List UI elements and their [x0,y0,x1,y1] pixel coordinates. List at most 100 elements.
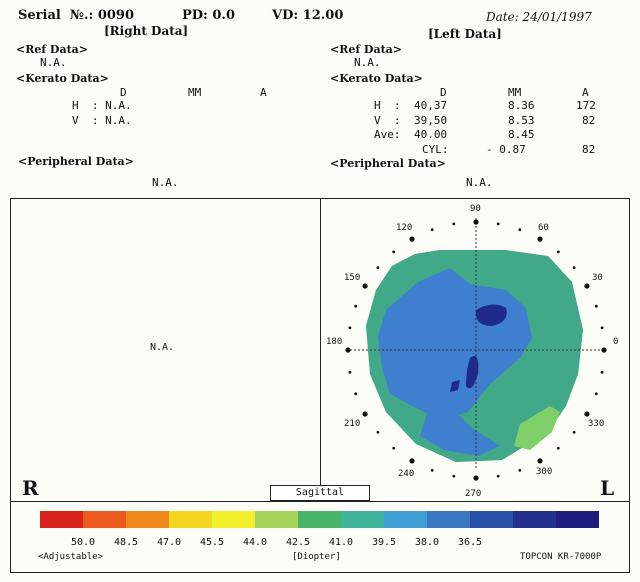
color-scale-panel [10,501,630,573]
angle-dot [584,411,590,417]
color-scale-label: 48.5 [113,537,139,548]
angle-dot [572,430,576,434]
cornea-map-fill [366,250,583,462]
device-label: TOPCON KR-7000P [520,552,602,562]
panel-divider [320,198,321,502]
color-scale-segment [341,511,384,528]
angle-dot [409,458,415,464]
angle-label: 90 [470,204,481,214]
right-kerato-label: <Kerato Data> [16,72,109,85]
color-scale-label: 50.0 [70,537,96,548]
adjustable-label: <Adjustable> [38,552,104,562]
angle-dot [362,283,368,289]
angle-dot [452,222,456,226]
angle-dot [600,370,604,374]
angle-dot [430,468,434,472]
left-peripheral-label: <Peripheral Data> [330,157,446,170]
color-scale-segment [169,511,212,528]
color-scale-segment [298,511,341,528]
angle-dot [518,228,522,232]
angle-label: 330 [588,419,604,429]
angle-dot [362,411,368,417]
angle-dot [354,304,358,308]
angle-label: 210 [344,419,360,429]
pd-value: PD: 0.0 [182,8,235,23]
angle-label: 30 [592,273,603,283]
color-scale-label: 41.0 [328,537,354,548]
angle-dot [572,266,576,270]
angle-dot [348,326,352,330]
angle-dot [496,222,500,226]
angle-label: 0 [613,337,618,347]
angle-dot [348,370,352,374]
angle-dot [537,236,543,242]
left-row-a: 82 [582,114,596,127]
angle-dot [496,474,500,478]
right-peripheral-label: <Peripheral Data> [18,155,134,168]
left-ref-label: <Ref Data> [330,43,403,56]
left-row-d: 39,50 [414,114,448,127]
angle-dot [452,474,456,478]
left-data-title: [Left Data] [428,27,502,41]
angle-dot [537,458,543,464]
angle-dot [430,228,434,232]
angle-dot [556,446,560,450]
angle-dot [584,283,590,289]
right-h-row: H : N.A. [72,99,132,112]
angle-label: 300 [536,467,552,477]
color-scale-label: 38.0 [414,537,440,548]
left-row-d: 40.00 [414,128,448,141]
angle-dot [594,304,598,308]
color-scale-segment [470,511,513,528]
right-col-a: A [260,86,267,99]
left-row-label: Ave: [374,128,401,141]
color-scale-segment [513,511,556,528]
angle-dot [473,475,479,481]
right-ref-value: N.A. [40,56,67,69]
left-eye-letter: L [600,476,615,500]
serial-number: Serial №.: 0090 [18,8,135,23]
color-scale-segment [255,511,298,528]
angle-dot [392,446,396,450]
left-row-mm: 8.36 [508,99,535,112]
color-scale-label: 42.5 [285,537,311,548]
color-scale-segment [384,511,427,528]
right-peripheral-value: N.A. [152,176,179,189]
right-data-title: [Right Data] [104,24,189,38]
left-peripheral-value: N.A. [466,176,493,189]
left-col-a: A [582,86,589,99]
left-row-label: CYL: [422,143,449,156]
angle-label: 180 [326,337,342,347]
left-col-mm: MM [508,86,522,99]
angle-dot [518,468,522,472]
map-mode-tab[interactable]: Sagittal [270,485,370,501]
left-row-a: 172 [576,99,596,112]
right-v-row: V : N.A. [72,114,132,127]
angle-label: 270 [465,489,481,499]
color-scale-segment [427,511,470,528]
angle-label: 120 [396,223,412,233]
angle-label: 150 [344,273,360,283]
angle-dot [600,326,604,330]
angle-label: 60 [538,223,549,233]
unit-label: [Diopter] [292,552,341,562]
right-ref-label: <Ref Data> [16,43,89,56]
color-scale-label: 45.5 [199,537,225,548]
right-map-value: N.A. [150,342,175,353]
left-kerato-label: <Kerato Data> [330,72,423,85]
angle-dot [409,236,415,242]
map-crosshair [346,218,606,470]
angle-dot [345,347,351,353]
vd-value: VD: 12.00 [272,8,344,23]
angle-labels: 90 60 30 0 330 300 270 240 210 180 150 1… [326,204,618,499]
angle-dots [345,219,607,481]
left-row-d: - 0.87 [486,143,526,156]
angle-dot [594,392,598,396]
color-scale-label: 44.0 [242,537,268,548]
color-scale-segment [212,511,255,528]
angle-dot [354,392,358,396]
color-scale-label: 36.5 [457,537,483,548]
right-col-mm: MM [188,86,202,99]
color-scale-segment [83,511,126,528]
right-eye-letter: R [22,476,39,500]
